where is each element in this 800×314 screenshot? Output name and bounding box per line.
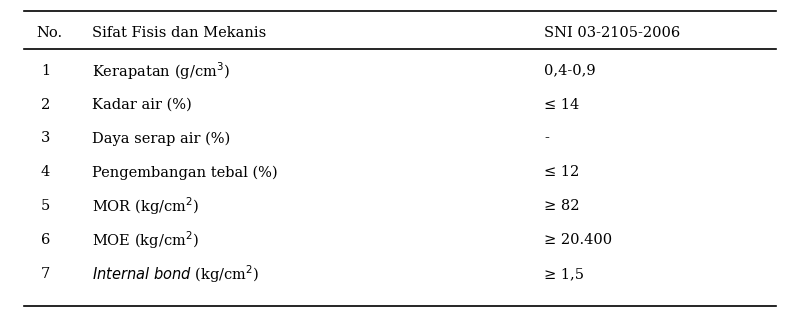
- Text: 7: 7: [41, 267, 50, 281]
- Text: ≤ 12: ≤ 12: [544, 165, 579, 179]
- Text: MOE (kg/cm$^2$): MOE (kg/cm$^2$): [92, 229, 199, 251]
- Text: Kadar air (%): Kadar air (%): [92, 98, 192, 111]
- Text: ≥ 20.400: ≥ 20.400: [544, 233, 612, 247]
- Text: ≥ 82: ≥ 82: [544, 199, 579, 213]
- Text: ≥ 1,5: ≥ 1,5: [544, 267, 584, 281]
- Text: Kerapatan (g/cm$^3$): Kerapatan (g/cm$^3$): [92, 60, 230, 82]
- Text: 0,4-0,9: 0,4-0,9: [544, 64, 596, 78]
- Text: 1: 1: [41, 64, 50, 78]
- Text: $\mathit{Internal\ bond}$ (kg/cm$^2$): $\mathit{Internal\ bond}$ (kg/cm$^2$): [92, 263, 259, 285]
- Text: 3: 3: [41, 132, 50, 145]
- Text: 6: 6: [41, 233, 50, 247]
- Text: Sifat Fisis dan Mekanis: Sifat Fisis dan Mekanis: [92, 26, 266, 40]
- Text: ≤ 14: ≤ 14: [544, 98, 579, 111]
- Text: Pengembangan tebal (%): Pengembangan tebal (%): [92, 165, 278, 180]
- Text: 2: 2: [41, 98, 50, 111]
- Text: SNI 03-2105-2006: SNI 03-2105-2006: [544, 26, 680, 40]
- Text: Daya serap air (%): Daya serap air (%): [92, 131, 230, 146]
- Text: 4: 4: [41, 165, 50, 179]
- Text: MOR (kg/cm$^2$): MOR (kg/cm$^2$): [92, 195, 199, 217]
- Text: 5: 5: [41, 199, 50, 213]
- Text: -: -: [544, 132, 549, 145]
- Text: No.: No.: [36, 26, 62, 40]
